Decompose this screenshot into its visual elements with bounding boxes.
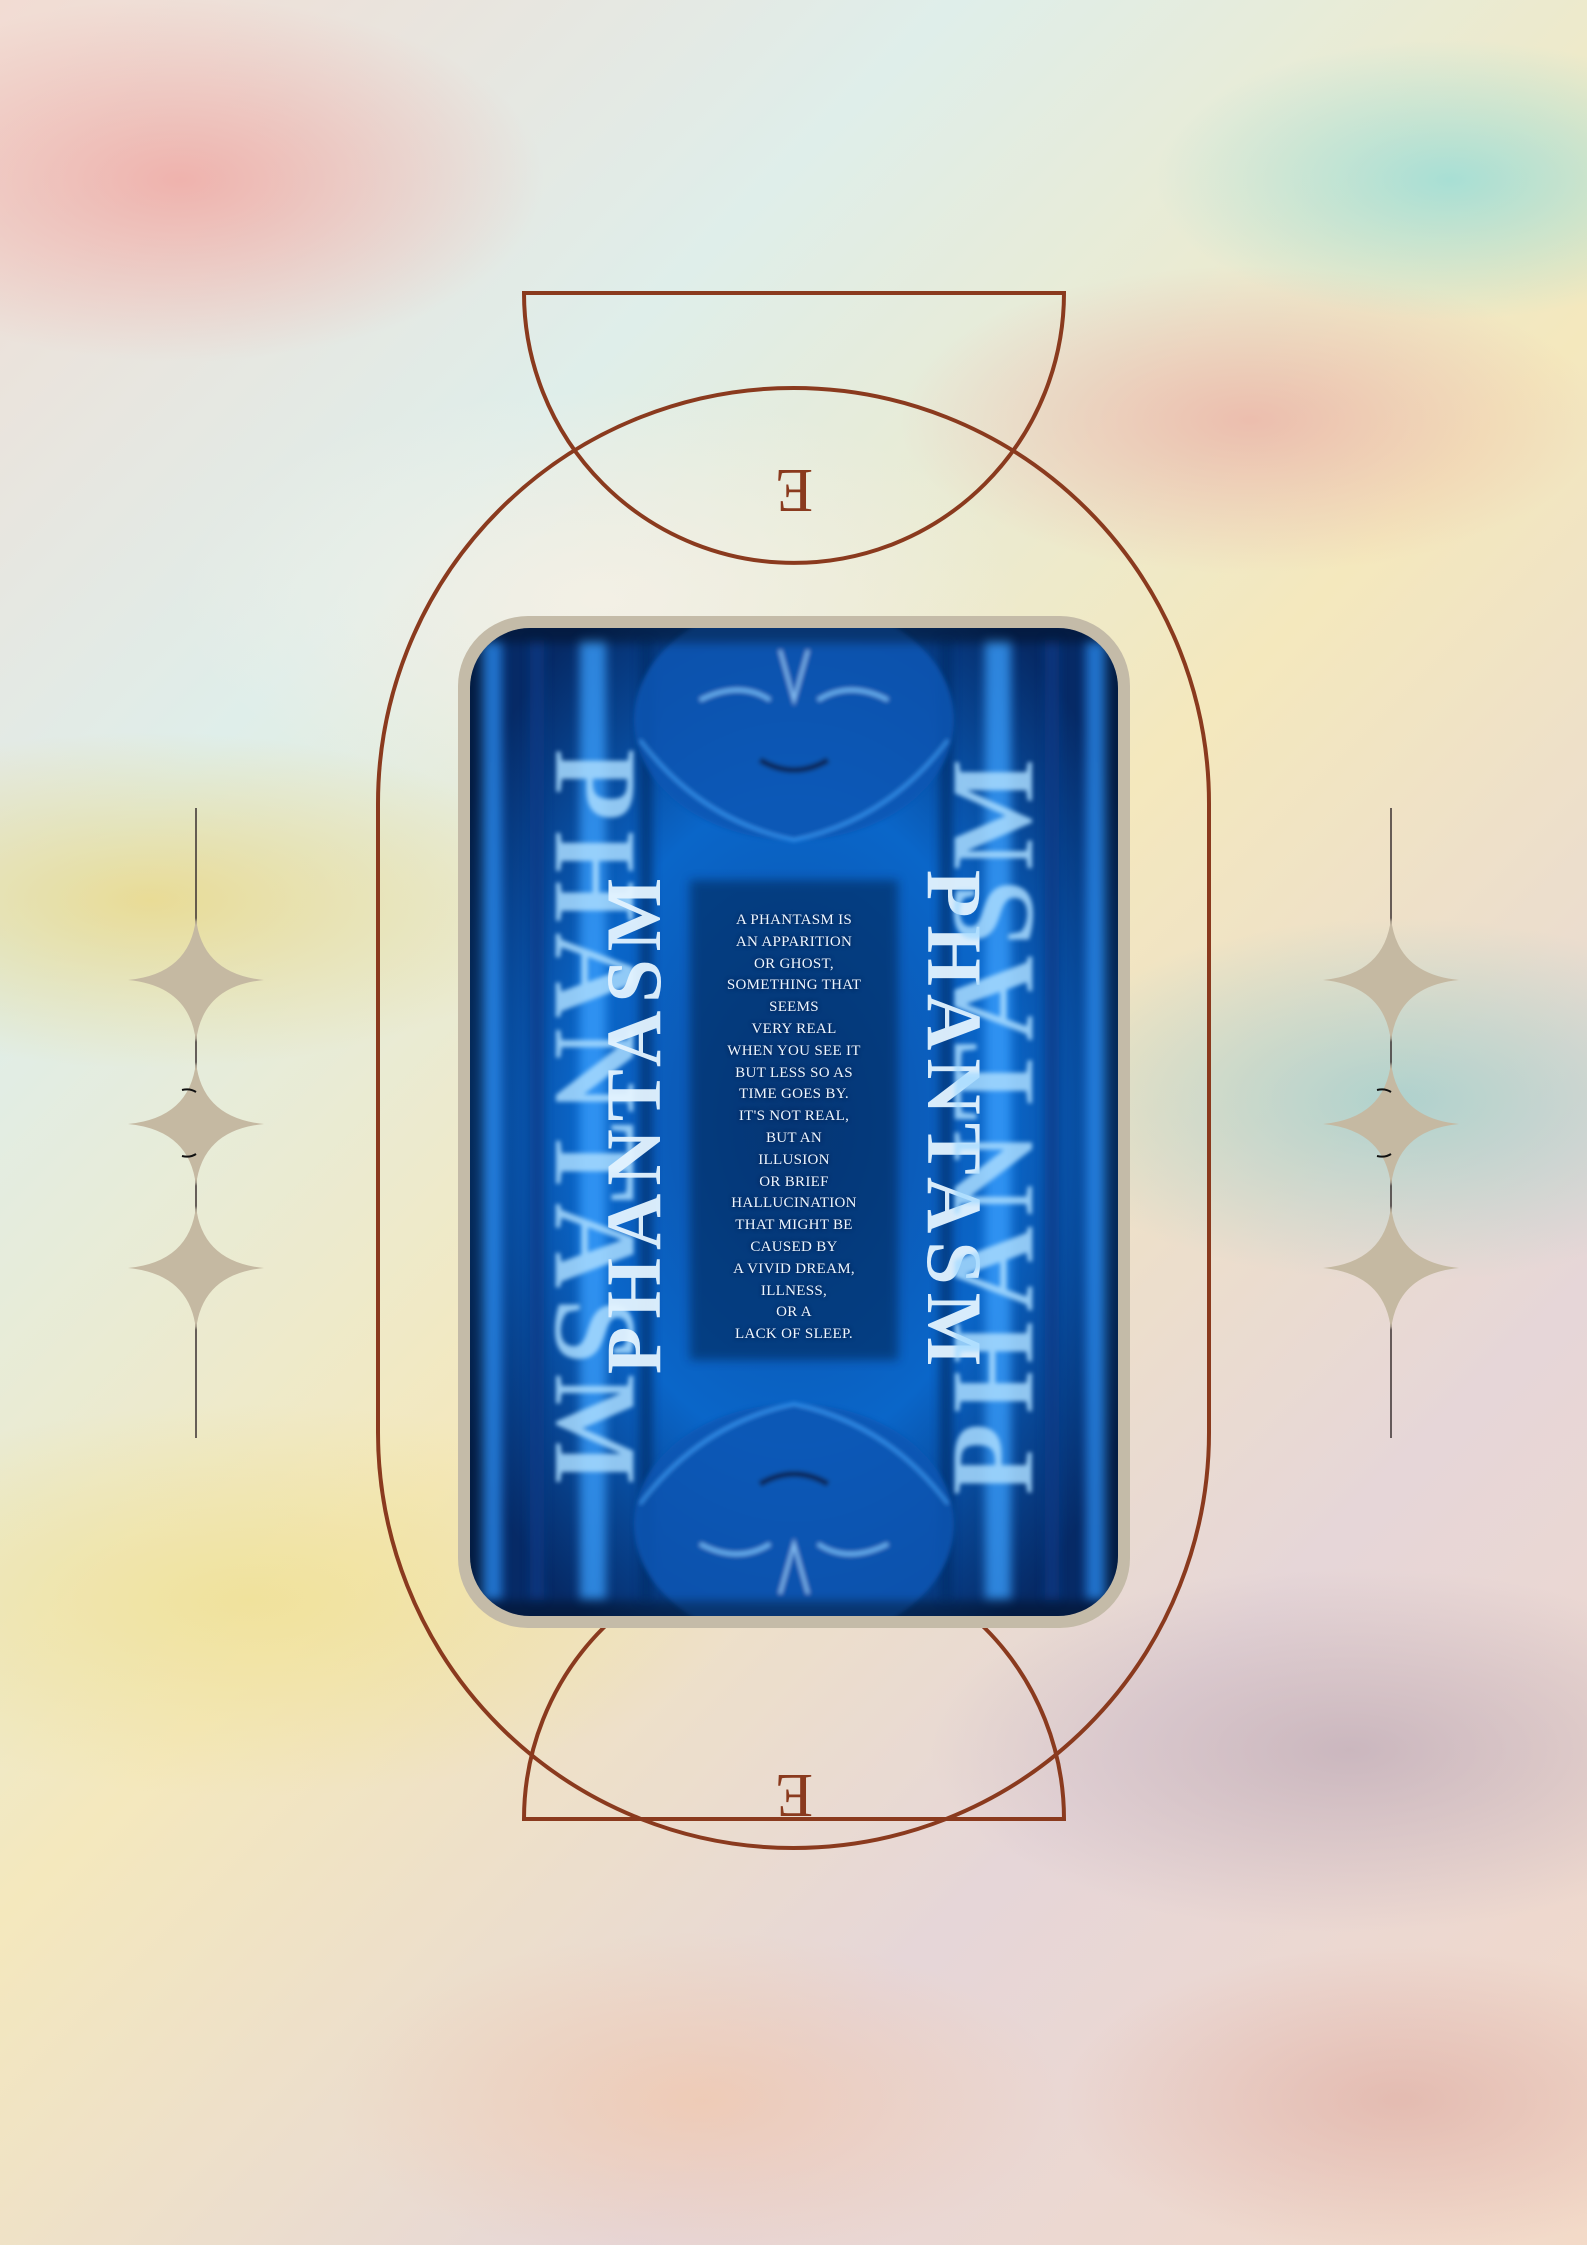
- blurb-line: THAT MIGHT BE: [735, 1217, 853, 1234]
- phantasm-right-inner: PHANTASM: [911, 870, 998, 1375]
- blurb-line: SEEMS: [769, 999, 819, 1016]
- blurb-line: LACK OF SLEEP.: [735, 1326, 853, 1343]
- blurb-line: OR A: [776, 1304, 812, 1321]
- blurb-line: WHEN YOU SEE IT: [727, 1042, 861, 1059]
- stadium-frame: [376, 386, 1211, 1850]
- blurb-line: VERY REAL: [751, 1020, 837, 1037]
- four-point-star-icon: [1323, 918, 1459, 1330]
- right-sparkles: [1323, 808, 1459, 1438]
- blurb-line: SOMETHING THAT: [726, 977, 862, 994]
- phantasm-left-outer: PHANTASM: [530, 749, 661, 1495]
- left-sparkles: [128, 808, 264, 1438]
- phantasm-definition: A PHANTASM IS AN APPARITION OR GHOST, SOMET…: [700, 910, 888, 1346]
- blurb-line: BUT AN: [765, 1129, 823, 1146]
- face-bottom: [634, 1402, 954, 1616]
- blurb-line: BUT LESS SO AS: [735, 1064, 853, 1081]
- blurb-line: AN APPARITION: [735, 933, 853, 950]
- face-top: [634, 628, 954, 842]
- blurb-line: A VIVID DREAM,: [733, 1260, 855, 1277]
- blurb-line: IT'S NOT REAL,: [738, 1108, 850, 1125]
- four-point-star-icon: [128, 918, 264, 1330]
- blurb-line: A PHANTASM IS: [735, 912, 853, 928]
- top-letter: E: [775, 456, 813, 524]
- blurb-line: HALLUCINATION: [731, 1195, 857, 1212]
- card-artwork: PHANTASM PHANTASM PHANTASM PHANTASM: [470, 628, 1118, 1616]
- blurb-line: OR BRIEF: [759, 1173, 829, 1190]
- phantasm-left-inner: PHANTASM: [590, 870, 677, 1375]
- blurb-line: TIME GOES BY.: [739, 1086, 849, 1103]
- phantasm-right-outer: PHANTASM: [927, 749, 1058, 1495]
- blurb-line: ILLNESS,: [760, 1282, 828, 1299]
- top-half-circle: [521, 291, 1067, 565]
- blurb-line: ILLUSION: [758, 1151, 830, 1168]
- blurb-line: CAUSED BY: [750, 1238, 838, 1255]
- blurb-line: OR GHOST,: [754, 955, 834, 972]
- bottom-letter: E: [775, 1761, 813, 1829]
